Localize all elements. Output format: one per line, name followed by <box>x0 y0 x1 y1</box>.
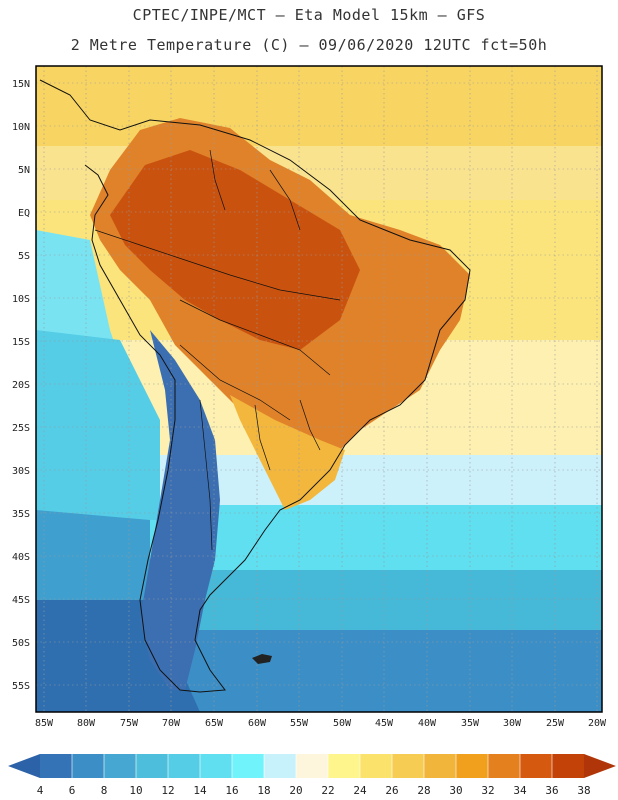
region-southern-brazil <box>230 395 345 510</box>
colorbar-label: 22 <box>321 784 334 797</box>
lon-label: 70W <box>162 718 181 729</box>
lon-label: 50W <box>333 718 352 729</box>
region-andes-cold <box>140 330 220 690</box>
map-subtitle: 2 Metre Temperature (C) – 09/06/2020 12U… <box>70 36 548 54</box>
lon-label: 20W <box>588 718 607 729</box>
colorbar-label: 4 <box>37 784 44 797</box>
colorbar-label: 20 <box>289 784 302 797</box>
colorbar-swatch <box>328 754 360 778</box>
lat-label: 35S <box>12 509 30 520</box>
colorbar-swatch <box>200 754 232 778</box>
lon-label: 45W <box>375 718 394 729</box>
map-frame <box>35 65 603 713</box>
colorbar-label: 8 <box>101 784 108 797</box>
colorbar-swatch <box>136 754 168 778</box>
lat-label: 40S <box>12 552 30 563</box>
colorbar: 4 6 8 10 12 14 16 18 20 22 24 26 28 30 3… <box>8 754 616 797</box>
latitude-labels: 15N 10N 5N EQ 5S 10S 15S 20S 25S 30S 35S… <box>12 79 30 692</box>
colorbar-swatch <box>424 754 456 778</box>
region-amazon-hot <box>110 150 360 350</box>
colorbar-label: 12 <box>161 784 174 797</box>
colorbar-label: 28 <box>417 784 430 797</box>
colorbar-swatch <box>264 754 296 778</box>
colorbar-swatch <box>552 754 584 778</box>
colorbar-left-arrow <box>8 754 40 778</box>
colorbar-label: 34 <box>513 784 527 797</box>
lon-label: 30W <box>503 718 522 729</box>
colorbar-label: 6 <box>69 784 76 797</box>
map-title: CPTEC/INPE/MCT – Eta Model 15km – GFS <box>132 6 486 24</box>
colorbar-label: 14 <box>193 784 207 797</box>
colorbar-swatch <box>72 754 104 778</box>
colorbar-label: 38 <box>577 784 590 797</box>
lat-label: 55S <box>12 681 30 692</box>
lat-label: 20S <box>12 380 30 391</box>
lat-label: 50S <box>12 638 30 649</box>
lon-label: 35W <box>461 718 480 729</box>
colorbar-swatch <box>168 754 200 778</box>
colorbar-label: 24 <box>353 784 367 797</box>
colorbar-label: 16 <box>225 784 238 797</box>
colorbar-label: 18 <box>257 784 270 797</box>
lat-label: 10S <box>12 294 30 305</box>
lat-label: EQ <box>18 208 30 219</box>
lat-label: 15N <box>12 79 30 90</box>
colorbar-swatch <box>392 754 424 778</box>
lat-label: 25S <box>12 423 30 434</box>
lon-label: 60W <box>248 718 267 729</box>
coastline <box>39 79 471 693</box>
lat-label: 5N <box>18 165 30 176</box>
lon-label: 55W <box>290 718 309 729</box>
map-field <box>36 66 602 712</box>
lon-label: 25W <box>546 718 565 729</box>
lat-label: 5S <box>18 251 30 262</box>
colorbar-label: 30 <box>449 784 462 797</box>
lon-label: 75W <box>120 718 139 729</box>
lon-label: 85W <box>35 718 54 729</box>
colorbar-separators <box>71 754 553 778</box>
colorbar-label: 36 <box>545 784 558 797</box>
falkland-islands <box>252 654 272 664</box>
colorbar-swatch <box>40 754 72 778</box>
colorbar-label: 26 <box>385 784 398 797</box>
lat-label: 45S <box>12 595 30 606</box>
colorbar-swatch <box>360 754 392 778</box>
colorbar-swatch <box>520 754 552 778</box>
colorbar-swatch <box>488 754 520 778</box>
colorbar-swatch <box>232 754 264 778</box>
colorbar-swatch <box>296 754 328 778</box>
lon-label: 40W <box>418 718 437 729</box>
colorbar-swatch <box>456 754 488 778</box>
lon-label: 80W <box>77 718 96 729</box>
lat-label: 30S <box>12 466 30 477</box>
region-pacific-south <box>36 510 150 610</box>
lon-label: 65W <box>205 718 224 729</box>
lat-label: 15S <box>12 337 30 348</box>
colorbar-right-arrow <box>584 754 616 778</box>
longitude-labels: 85W 80W 75W 70W 65W 60W 55W 50W 45W 40W … <box>35 718 607 729</box>
lat-label: 10N <box>12 122 30 133</box>
country-borders <box>94 149 341 551</box>
colorbar-label: 32 <box>481 784 494 797</box>
colorbar-label: 10 <box>129 784 142 797</box>
colorbar-swatch <box>104 754 136 778</box>
